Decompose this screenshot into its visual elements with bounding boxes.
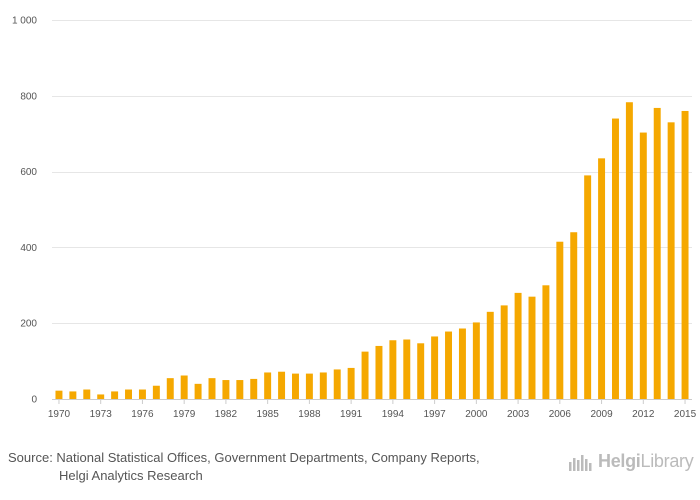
bar-2014 <box>667 122 675 399</box>
bar-1985 <box>264 372 272 399</box>
bar-2000 <box>472 322 480 399</box>
bar-1990 <box>333 369 341 399</box>
bar-1976 <box>138 389 146 399</box>
y-tick-label: 200 <box>20 319 37 330</box>
logo-text: HelgiLibrary <box>598 451 694 472</box>
x-tick-label: 1970 <box>48 409 71 420</box>
bar-1987 <box>292 373 299 399</box>
gridlines <box>52 20 692 324</box>
bar-chart-logo-icon <box>569 454 592 471</box>
y-tick-label: 400 <box>20 243 37 254</box>
bar-1982 <box>222 380 230 399</box>
bar-1970 <box>55 390 63 399</box>
bar-1979 <box>180 375 188 399</box>
bar-1975 <box>125 389 132 399</box>
bar-2011 <box>625 102 633 400</box>
bar-1991 <box>347 367 355 399</box>
x-tick-label: 1988 <box>298 409 321 420</box>
bar-1989 <box>319 372 327 399</box>
bar-1988 <box>305 373 313 399</box>
bar-1992 <box>361 351 369 400</box>
bar-1973 <box>97 394 105 399</box>
bar-2009 <box>598 158 606 399</box>
bar-1972 <box>83 389 91 399</box>
bar-2015 <box>681 110 689 400</box>
bar-1996 <box>417 343 425 399</box>
y-tick-label: 1 000 <box>12 16 37 27</box>
bar-1986 <box>278 371 286 399</box>
x-tick-label: 2003 <box>507 409 530 420</box>
x-tick-label: 1973 <box>90 409 113 420</box>
bar-2002 <box>500 305 508 399</box>
x-tick-label: 2000 <box>465 409 488 420</box>
bar-1983 <box>236 380 244 399</box>
bar-1977 <box>152 385 160 399</box>
bar-2012 <box>639 132 647 399</box>
bar-2003 <box>514 292 522 399</box>
bar-2010 <box>612 118 619 399</box>
bar-2006 <box>556 241 564 399</box>
bar-1974 <box>111 391 119 399</box>
bar-1993 <box>375 345 383 399</box>
bar-1994 <box>389 340 397 399</box>
bar-1997 <box>431 336 439 399</box>
x-axis-labels: 1970 1973 1976 1979 1982 1985 1988 1991 1994 1997… <box>48 399 697 420</box>
x-tick-label: 1997 <box>423 409 446 420</box>
source-line-1: Source: National Statistical Offices, Go… <box>8 450 480 465</box>
x-tick-label: 2015 <box>674 409 697 420</box>
bar-1978 <box>166 378 174 399</box>
bar-2013 <box>653 107 661 400</box>
source-note: Source: National Statistical Offices, Go… <box>8 449 480 485</box>
y-tick-label: 600 <box>20 167 37 178</box>
bar-1999 <box>458 328 466 399</box>
bar-1995 <box>403 339 411 399</box>
x-tick-label: 1991 <box>340 409 363 420</box>
bar-2008 <box>584 175 592 399</box>
y-axis-labels: 0 200 400 600 800 1 000 <box>12 16 37 406</box>
bar-2004 <box>528 296 536 399</box>
x-tick-label: 2006 <box>549 409 572 420</box>
logo-brand-bold: Helgi <box>598 451 641 471</box>
x-tick-label: 1994 <box>382 409 405 420</box>
bar-1980 <box>194 383 202 399</box>
bar-2001 <box>486 311 494 399</box>
bar-1998 <box>445 331 452 399</box>
y-tick-label: 0 <box>31 395 37 406</box>
bar-1984 <box>250 378 258 399</box>
bar-1981 <box>208 378 216 399</box>
bar-2007 <box>570 232 578 399</box>
helgi-library-logo: HelgiLibrary <box>568 451 694 472</box>
x-tick-label: 1982 <box>215 409 238 420</box>
x-tick-label: 1985 <box>257 409 280 420</box>
y-tick-label: 800 <box>20 91 37 102</box>
logo-brand-light: Library <box>640 451 694 471</box>
x-tick-label: 1976 <box>131 409 154 420</box>
bar-2005 <box>542 285 550 399</box>
x-tick-label: 2012 <box>632 409 655 420</box>
x-tick-label: 1979 <box>173 409 196 420</box>
bar-1971 <box>69 391 77 399</box>
bar-series <box>55 102 689 400</box>
source-line-2: Helgi Analytics Research <box>59 468 203 483</box>
x-tick-label: 2009 <box>590 409 613 420</box>
